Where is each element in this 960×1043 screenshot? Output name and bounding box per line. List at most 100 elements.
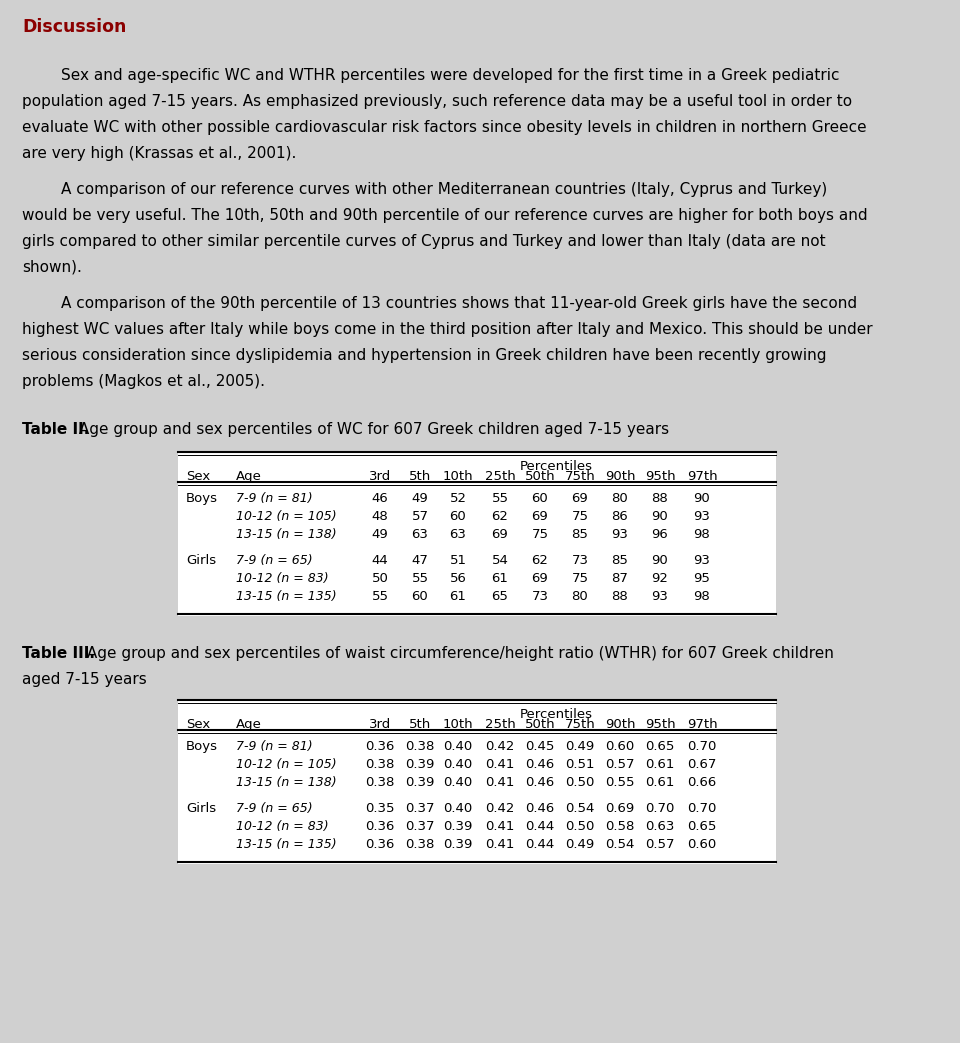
Text: Discussion: Discussion: [22, 18, 127, 37]
Text: 25th: 25th: [485, 470, 516, 483]
Text: 0.39: 0.39: [405, 776, 435, 789]
Bar: [178, 452, 776, 616]
Text: 55: 55: [492, 492, 509, 505]
Text: 5th: 5th: [409, 718, 431, 731]
Text: 51: 51: [449, 554, 467, 567]
Text: 0.42: 0.42: [486, 802, 515, 815]
Text: 0.57: 0.57: [645, 838, 675, 851]
Text: 0.39: 0.39: [444, 820, 472, 833]
Text: 0.38: 0.38: [405, 838, 435, 851]
Text: 75th: 75th: [564, 718, 595, 731]
Text: would be very useful. The 10th, 50th and 90th percentile of our reference curves: would be very useful. The 10th, 50th and…: [22, 208, 868, 223]
Text: 90th: 90th: [605, 470, 636, 483]
Text: 80: 80: [571, 590, 588, 603]
Text: 10-12 (n = 83): 10-12 (n = 83): [236, 820, 328, 833]
Text: 85: 85: [571, 528, 588, 541]
Text: 48: 48: [372, 510, 389, 523]
Text: 0.54: 0.54: [565, 802, 594, 815]
Text: 0.60: 0.60: [687, 838, 716, 851]
Text: highest WC values after Italy while boys come in the third position after Italy : highest WC values after Italy while boys…: [22, 322, 873, 337]
Text: 13-15 (n = 138): 13-15 (n = 138): [236, 528, 337, 541]
Text: 7-9 (n = 81): 7-9 (n = 81): [236, 492, 313, 505]
Text: 61: 61: [449, 590, 467, 603]
Text: Girls: Girls: [186, 554, 216, 567]
Text: Table III.: Table III.: [22, 646, 95, 661]
Text: 69: 69: [532, 510, 548, 523]
Text: Sex: Sex: [186, 718, 210, 731]
Text: 75: 75: [532, 528, 548, 541]
Text: 0.44: 0.44: [525, 838, 555, 851]
Text: Age: Age: [236, 718, 262, 731]
Text: A comparison of the 90th percentile of 13 countries shows that 11-year-old Greek: A comparison of the 90th percentile of 1…: [22, 296, 857, 311]
Text: 0.55: 0.55: [605, 776, 635, 789]
Text: 0.65: 0.65: [687, 820, 717, 833]
Text: 0.46: 0.46: [525, 758, 555, 771]
Text: 93: 93: [693, 554, 710, 567]
Text: population aged 7-15 years. As emphasized previously, such reference data may be: population aged 7-15 years. As emphasize…: [22, 94, 852, 110]
Text: Age: Age: [236, 470, 262, 483]
Text: 88: 88: [652, 492, 668, 505]
Text: 75: 75: [571, 510, 588, 523]
Text: 7-9 (n = 81): 7-9 (n = 81): [236, 739, 313, 753]
Text: Table II.: Table II.: [22, 422, 89, 437]
Text: 63: 63: [412, 528, 428, 541]
Text: 0.61: 0.61: [645, 758, 675, 771]
Text: 0.39: 0.39: [444, 838, 472, 851]
Text: 0.40: 0.40: [444, 802, 472, 815]
Text: 0.38: 0.38: [366, 776, 395, 789]
Bar: [178, 700, 776, 864]
Text: 0.50: 0.50: [565, 776, 594, 789]
Text: 0.35: 0.35: [365, 802, 395, 815]
Text: 61: 61: [492, 572, 509, 585]
Text: 0.70: 0.70: [687, 739, 717, 753]
Text: 0.41: 0.41: [486, 758, 515, 771]
Text: 0.58: 0.58: [606, 820, 635, 833]
Text: Age group and sex percentiles of waist circumference/height ratio (WTHR) for 607: Age group and sex percentiles of waist c…: [82, 646, 834, 661]
Text: Percentiles: Percentiles: [519, 708, 592, 721]
Text: 0.67: 0.67: [687, 758, 717, 771]
Text: 13-15 (n = 138): 13-15 (n = 138): [236, 776, 337, 789]
Text: 0.41: 0.41: [486, 820, 515, 833]
Text: 0.40: 0.40: [444, 776, 472, 789]
Text: 90: 90: [694, 492, 710, 505]
Text: 0.69: 0.69: [606, 802, 635, 815]
Text: 87: 87: [612, 572, 629, 585]
Text: 57: 57: [412, 510, 428, 523]
Text: 73: 73: [571, 554, 588, 567]
Text: 0.38: 0.38: [405, 739, 435, 753]
Text: 0.49: 0.49: [565, 739, 594, 753]
Text: 10-12 (n = 105): 10-12 (n = 105): [236, 510, 337, 523]
Text: 0.44: 0.44: [525, 820, 555, 833]
Text: 93: 93: [612, 528, 629, 541]
Text: 3rd: 3rd: [369, 470, 391, 483]
Text: 0.51: 0.51: [565, 758, 595, 771]
Text: 75th: 75th: [564, 470, 595, 483]
Text: 97th: 97th: [686, 718, 717, 731]
Text: 0.36: 0.36: [366, 838, 395, 851]
Text: 93: 93: [693, 510, 710, 523]
Text: 44: 44: [372, 554, 389, 567]
Text: 0.38: 0.38: [366, 758, 395, 771]
Text: 60: 60: [449, 510, 467, 523]
Text: 55: 55: [372, 590, 389, 603]
Text: 13-15 (n = 135): 13-15 (n = 135): [236, 590, 337, 603]
Text: Sex: Sex: [186, 470, 210, 483]
Text: 93: 93: [652, 590, 668, 603]
Text: 46: 46: [372, 492, 389, 505]
Text: 95: 95: [693, 572, 710, 585]
Text: Sex and age-specific WC and WTHR percentiles were developed for the first time i: Sex and age-specific WC and WTHR percent…: [22, 68, 839, 83]
Text: 7-9 (n = 65): 7-9 (n = 65): [236, 802, 313, 815]
Text: 69: 69: [532, 572, 548, 585]
Text: Boys: Boys: [186, 492, 218, 505]
Text: 95th: 95th: [645, 470, 675, 483]
Text: aged 7-15 years: aged 7-15 years: [22, 672, 147, 687]
Text: 62: 62: [492, 510, 509, 523]
Text: 0.70: 0.70: [687, 802, 717, 815]
Text: 95th: 95th: [645, 718, 675, 731]
Text: 54: 54: [492, 554, 509, 567]
Text: 10-12 (n = 83): 10-12 (n = 83): [236, 572, 328, 585]
Text: Percentiles: Percentiles: [519, 460, 592, 472]
Text: 0.36: 0.36: [366, 820, 395, 833]
Text: 0.37: 0.37: [405, 820, 435, 833]
Text: 90: 90: [652, 554, 668, 567]
